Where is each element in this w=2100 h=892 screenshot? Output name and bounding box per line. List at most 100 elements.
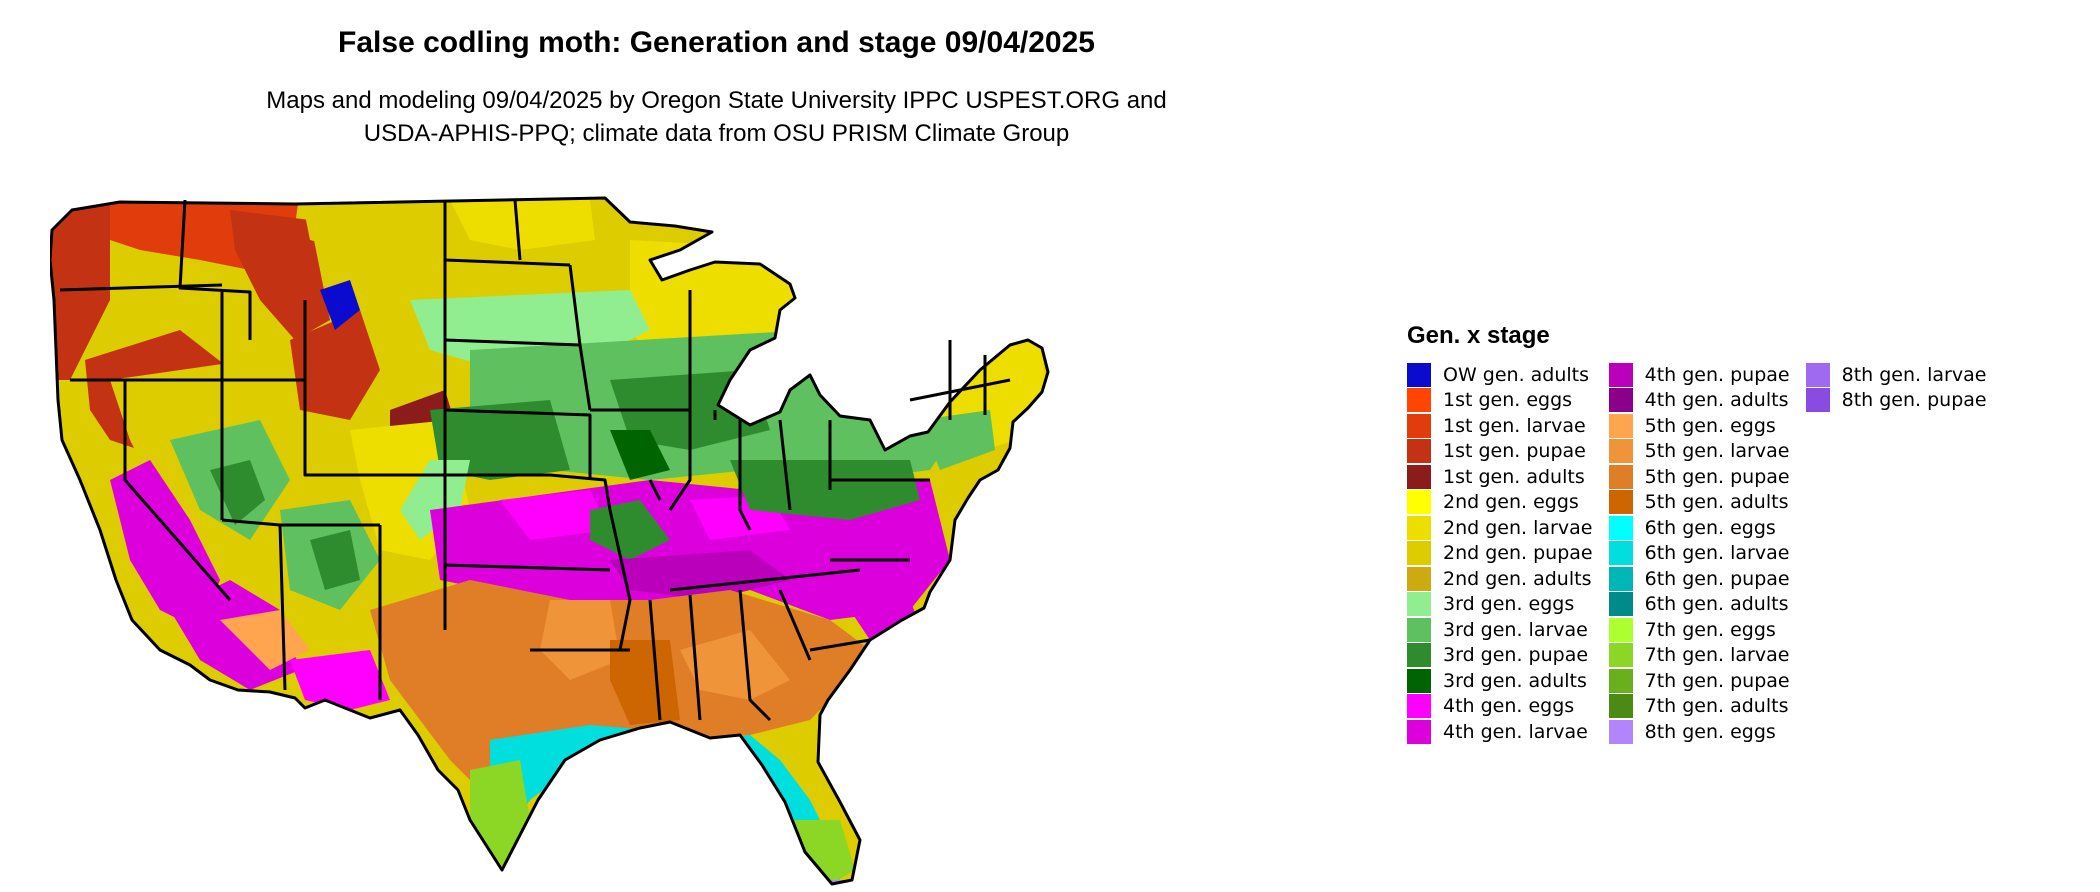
legend-item: 8th gen. larvae: [1805, 362, 1987, 388]
legend-swatch: [1608, 617, 1633, 642]
legend-swatch: [1407, 362, 1431, 387]
legend-label: 7th gen. eggs: [1644, 618, 1776, 641]
legend-label: 2nd gen. eggs: [1443, 491, 1579, 514]
legend-swatch: [1407, 566, 1431, 591]
legend-label: OW gen. adults: [1443, 363, 1590, 386]
legend-item: 1st gen. eggs: [1407, 388, 1593, 414]
legend-item: 5th gen. eggs: [1608, 413, 1790, 439]
legend-label: 6th gen. adults: [1644, 593, 1789, 616]
legend-item: 8th gen. eggs: [1608, 719, 1790, 745]
legend-swatch: [1805, 362, 1830, 387]
legend-item: 1st gen. pupae: [1407, 439, 1593, 465]
legend-swatch: [1407, 668, 1431, 693]
legend-label: 2nd gen. adults: [1443, 567, 1592, 590]
legend-swatch: [1407, 413, 1431, 438]
legend-swatch: [1608, 515, 1633, 540]
legend-label: 5th gen. adults: [1644, 491, 1789, 514]
legend-swatch: [1608, 643, 1633, 668]
legend-label: 3rd gen. eggs: [1443, 593, 1575, 616]
legend-swatch: [1608, 541, 1633, 566]
legend-item: 6th gen. larvae: [1608, 541, 1790, 567]
legend-item: 4th gen. pupae: [1608, 362, 1790, 388]
legend-swatch: [1407, 515, 1431, 540]
legend-item: 3rd gen. adults: [1407, 668, 1593, 694]
legend-item: 7th gen. adults: [1608, 694, 1790, 720]
legend-item: 6th gen. pupae: [1608, 566, 1790, 592]
legend-swatch: [1407, 719, 1431, 744]
legend-label: 3rd gen. pupae: [1443, 644, 1589, 667]
legend-item: 2nd gen. adults: [1407, 566, 1593, 592]
legend-item: 5th gen. adults: [1608, 490, 1790, 516]
legend-title: Gen. x stage: [1407, 322, 1550, 349]
legend-item: 4th gen. eggs: [1407, 694, 1593, 720]
legend-item: 3rd gen. eggs: [1407, 592, 1593, 618]
legend-swatch: [1407, 388, 1431, 413]
legend-label: 8th gen. pupae: [1841, 389, 1987, 412]
legend-item: OW gen. adults: [1407, 362, 1593, 388]
legend-item: 2nd gen. pupae: [1407, 541, 1593, 567]
legend-swatch: [1608, 719, 1633, 744]
legend-swatch: [1608, 668, 1633, 693]
legend-label: 7th gen. adults: [1644, 695, 1789, 718]
legend-swatch: [1608, 439, 1633, 464]
legend-item: 1st gen. larvae: [1407, 413, 1593, 439]
legend-item: 7th gen. larvae: [1608, 643, 1790, 669]
legend-label: 6th gen. pupae: [1644, 567, 1790, 590]
legend-swatch: [1407, 439, 1431, 464]
legend-item: 2nd gen. larvae: [1407, 515, 1593, 541]
legend-label: 4th gen. eggs: [1443, 695, 1575, 718]
legend-item: 5th gen. pupae: [1608, 464, 1790, 490]
legend-label: 2nd gen. larvae: [1443, 516, 1593, 539]
legend-label: 1st gen. eggs: [1443, 389, 1573, 412]
legend-label: 5th gen. larvae: [1644, 440, 1790, 463]
legend-swatch: [1805, 388, 1830, 413]
legend-item: 4th gen. adults: [1608, 388, 1790, 414]
legend-swatch: [1407, 617, 1431, 642]
legend-item: 6th gen. eggs: [1608, 515, 1790, 541]
legend-label: 7th gen. larvae: [1644, 644, 1790, 667]
map-title: False codling moth: Generation and stage…: [338, 26, 1095, 59]
legend-swatch: [1407, 464, 1431, 489]
legend-swatch: [1608, 362, 1633, 387]
legend-label: 5th gen. eggs: [1644, 414, 1776, 437]
legend-swatch: [1608, 464, 1633, 489]
legend-item: 7th gen. eggs: [1608, 617, 1790, 643]
legend-swatch: [1608, 413, 1633, 438]
legend-swatch: [1407, 694, 1431, 719]
subtitle-line-1: Maps and modeling 09/04/2025 by Oregon S…: [266, 87, 1167, 114]
legend-label: 6th gen. eggs: [1644, 516, 1776, 539]
legend-item: 3rd gen. pupae: [1407, 643, 1593, 669]
legend-swatch: [1407, 490, 1431, 515]
legend-swatch: [1608, 694, 1633, 719]
legend-item: 3rd gen. larvae: [1407, 617, 1593, 643]
legend-item: 5th gen. larvae: [1608, 439, 1790, 465]
legend-label: 2nd gen. pupae: [1443, 542, 1593, 565]
legend-swatch: [1407, 643, 1431, 668]
legend-item: 8th gen. pupae: [1805, 388, 1987, 414]
legend-swatch: [1608, 566, 1633, 591]
legend-swatch: [1608, 388, 1633, 413]
us-generation-stage-map: [50, 196, 1050, 886]
legend-swatch: [1407, 592, 1431, 617]
map-legend: Gen. x stage OW gen. adults 1st gen. eggs…: [1407, 322, 2003, 745]
legend-label: 4th gen. adults: [1644, 389, 1789, 412]
legend-label: 1st gen. pupae: [1443, 440, 1586, 463]
legend-item: 7th gen. pupae: [1608, 668, 1790, 694]
legend-swatch: [1608, 490, 1633, 515]
legend-label: 7th gen. pupae: [1644, 669, 1790, 692]
legend-column: 4th gen. pupae 4th gen. adults 5th gen. eg…: [1608, 362, 1790, 745]
legend-label: 8th gen. larvae: [1841, 363, 1987, 386]
legend-label: 5th gen. pupae: [1644, 465, 1790, 488]
legend-label: 4th gen. larvae: [1443, 720, 1588, 743]
legend-label: 8th gen. eggs: [1644, 720, 1776, 743]
legend-label: 3rd gen. larvae: [1443, 618, 1588, 641]
legend-item: 4th gen. larvae: [1407, 719, 1593, 745]
legend-column: 8th gen. larvae 8th gen. pupae: [1805, 362, 1987, 745]
legend-swatch: [1608, 592, 1633, 617]
legend-swatch: [1407, 541, 1431, 566]
subtitle-line-2: USDA-APHIS-PPQ; climate data from OSU PR…: [363, 120, 1070, 147]
legend-label: 6th gen. larvae: [1644, 542, 1790, 565]
legend-columns: OW gen. adults 1st gen. eggs 1st gen. larv…: [1407, 362, 2003, 745]
legend-item: 6th gen. adults: [1608, 592, 1790, 618]
legend-item: 1st gen. adults: [1407, 464, 1593, 490]
